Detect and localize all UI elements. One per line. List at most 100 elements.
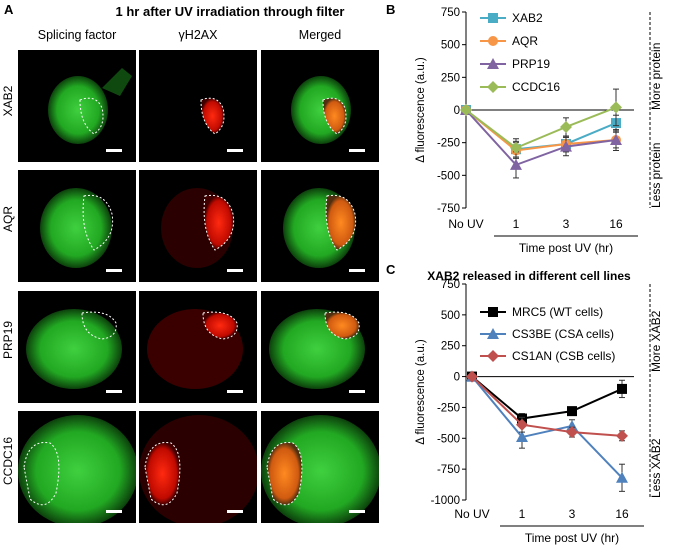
scale-bar — [227, 390, 243, 393]
scale-bar — [349, 510, 365, 513]
legend-label: CS3BE (CSA cells) — [512, 327, 614, 341]
micrograph-prp19-splicing — [18, 291, 136, 403]
side-label-less-xab2: Less XAB2 — [649, 438, 663, 498]
legend-label: CS1AN (CSB cells) — [512, 349, 615, 363]
micrograph-prp19-gh2ax — [139, 291, 257, 403]
y-tick-label: 250 — [441, 72, 460, 84]
y-tick-label: -250 — [437, 138, 460, 150]
data-point — [560, 120, 572, 133]
legend-marker — [487, 81, 499, 93]
side-label-more-xab2: More XAB2 — [649, 310, 663, 372]
data-point — [566, 419, 578, 431]
row-label-prp19: PRP19 — [1, 320, 15, 360]
micrograph-aqr-splicing — [18, 170, 136, 282]
y-tick-label: 750 — [441, 279, 460, 291]
side-label-less-protein: Less protein — [649, 143, 663, 208]
scale-bar — [106, 149, 122, 152]
chart-b: More protein Less protein 750 500 250 0 -250… — [415, 7, 663, 255]
data-point — [567, 406, 577, 417]
row-label-ccdc16: CCDC16 — [1, 437, 15, 486]
micrograph-prp19-merged — [261, 291, 379, 403]
y-tick-label: 0 — [454, 105, 460, 117]
panel-b-letter: B — [386, 2, 396, 17]
y-tick-label: 0 — [454, 372, 460, 384]
data-point — [516, 431, 528, 443]
legend-label: AQR — [512, 34, 538, 48]
x-tick-label: 1 — [519, 507, 526, 521]
micrograph-xab2-splicing — [18, 50, 136, 162]
micrograph-ccdc16-gh2ax — [139, 411, 257, 523]
data-point — [510, 141, 522, 154]
micrograph-aqr-gh2ax — [139, 170, 257, 282]
x-tick-label: 1 — [513, 217, 520, 231]
scale-bar — [106, 269, 122, 272]
series-line — [471, 375, 623, 420]
micrograph-xab2-merged — [261, 50, 379, 162]
data-point — [616, 471, 628, 483]
data-point — [466, 370, 478, 383]
legend-marker — [487, 350, 499, 362]
y-tick-label: 500 — [441, 40, 460, 52]
micrograph-aqr-merged — [261, 170, 379, 282]
x-tick-label: No UV — [448, 217, 483, 231]
legend-marker — [487, 328, 499, 339]
side-label-more-protein: More protein — [649, 43, 663, 110]
legend-marker — [487, 58, 499, 69]
chart-c: More XAB2 Less XAB2 XAB2 released in dif… — [415, 269, 663, 545]
column-header-gh2ax: γH2AX — [178, 28, 218, 42]
legend-marker — [488, 36, 498, 46]
panel-a-title: 1 hr after UV irradiation through filter — [115, 4, 345, 19]
x-tick-label: 3 — [563, 217, 570, 231]
y-tick-label: -500 — [437, 170, 460, 182]
series-line — [465, 109, 617, 167]
chart-title: XAB2 released in different cell lines — [427, 269, 631, 283]
legend-label: CCDC16 — [512, 80, 560, 94]
panel-a-letter: A — [4, 2, 14, 17]
data-point — [560, 140, 572, 152]
legend-label: MRC5 (WT cells) — [512, 305, 603, 319]
x-tick-label: 16 — [609, 217, 623, 231]
panel-c-letter: C — [386, 262, 396, 277]
series-line — [465, 106, 617, 150]
x-axis-label: Time post UV (hr) — [525, 531, 619, 545]
data-point — [610, 134, 622, 146]
row-label-xab2: XAB2 — [1, 85, 15, 117]
column-header-splicing-factor: Splicing factor — [37, 28, 117, 42]
data-point — [616, 429, 628, 442]
series-line — [471, 375, 623, 479]
data-point — [460, 104, 472, 116]
data-point — [516, 418, 528, 431]
series-line — [465, 109, 617, 152]
legend-marker — [488, 307, 498, 317]
row-label-aqr: AQR — [1, 206, 15, 233]
data-point — [617, 383, 627, 394]
y-axis-label: Δ fluorescence (a.u.) — [415, 339, 427, 445]
scale-bar — [106, 390, 122, 393]
micrograph-xab2-gh2ax — [139, 50, 257, 162]
y-tick-label: 500 — [441, 310, 460, 322]
scale-bar — [227, 510, 243, 513]
scale-bar — [227, 149, 243, 152]
micrograph-ccdc16-splicing — [18, 411, 136, 523]
scale-bar — [349, 149, 365, 152]
data-point — [510, 158, 522, 170]
scale-bar — [106, 510, 122, 513]
data-point — [610, 101, 622, 114]
x-axis-label: Time post UV (hr) — [519, 241, 613, 255]
x-tick-label: 16 — [615, 507, 629, 521]
y-tick-label: -750 — [437, 203, 460, 215]
y-tick-label: 250 — [441, 341, 460, 353]
y-tick-label: 750 — [441, 7, 460, 19]
y-axis-label: Δ fluorescence (a.u.) — [415, 57, 427, 163]
column-header-merged: Merged — [298, 28, 342, 42]
scale-bar — [227, 269, 243, 272]
legend-marker — [488, 13, 498, 23]
y-tick-label: -250 — [437, 402, 460, 414]
scale-bar — [349, 390, 365, 393]
series-line — [471, 375, 623, 437]
data-point — [566, 426, 578, 439]
micrograph-ccdc16-merged — [261, 411, 379, 523]
y-tick-label: -500 — [437, 433, 460, 445]
legend-label: XAB2 — [512, 11, 543, 25]
x-tick-label: 3 — [569, 507, 576, 521]
